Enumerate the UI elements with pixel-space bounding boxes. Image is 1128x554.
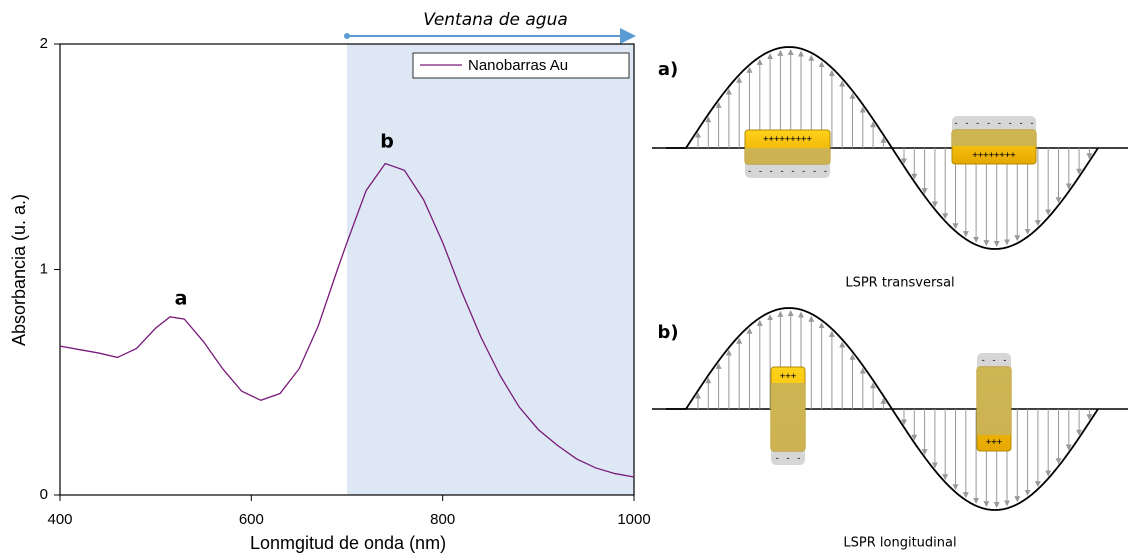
y-tick-label: 2 bbox=[40, 35, 48, 52]
field-wave bbox=[666, 46, 1099, 250]
nanorod-shade bbox=[952, 130, 1036, 146]
panel-label: b) bbox=[657, 322, 678, 343]
water-window bbox=[347, 44, 634, 495]
charge-top: - - - bbox=[980, 356, 1007, 366]
charge-bottom: +++ bbox=[986, 438, 1003, 448]
charge-top: +++ bbox=[780, 372, 797, 382]
charge-top: +++++++++ bbox=[763, 135, 812, 145]
x-tick-label: 600 bbox=[239, 511, 264, 528]
nanorod-shade bbox=[771, 383, 805, 451]
spectrum-chart: Ventana de agua 400 600 800 1000 0 1 2 Lonmgitud… bbox=[9, 10, 651, 553]
charge-bottom: ++++++++ bbox=[972, 151, 1016, 161]
x-tick-label: 800 bbox=[430, 511, 455, 528]
nanorod-shade bbox=[745, 148, 830, 164]
window-arrow-start bbox=[344, 33, 350, 39]
charge-bottom: - - - - - - - - bbox=[747, 167, 828, 177]
field-wave bbox=[666, 307, 1099, 511]
y-tick-label: 0 bbox=[40, 486, 48, 503]
panel-caption: LSPR transversal bbox=[845, 276, 954, 291]
legend-box bbox=[412, 52, 630, 79]
nanorod-shade bbox=[977, 367, 1011, 435]
charge-bottom: - - - bbox=[774, 454, 801, 464]
window-label: Ventana de agua bbox=[423, 10, 568, 30]
panel-label: a) bbox=[658, 59, 678, 80]
y-tick-label: 1 bbox=[40, 260, 48, 277]
x-tick-label: 400 bbox=[47, 511, 72, 528]
x-axis-title: Lonmgitud de onda (nm) bbox=[250, 533, 446, 553]
spectrum-line bbox=[59, 162, 635, 478]
legend-label: Nanobarras Au bbox=[468, 57, 568, 74]
y-axis-title: Absorbancia (u. a.) bbox=[9, 194, 29, 346]
lspr-diagram: a) LSPR transversal +++++++++ - - - - - - -… bbox=[652, 46, 1128, 551]
panel-caption: LSPR longitudinal bbox=[843, 536, 956, 551]
x-tick-label: 1000 bbox=[617, 511, 650, 528]
peak-annotation: a bbox=[175, 288, 188, 310]
peak-annotation: b bbox=[380, 131, 394, 153]
charge-top: - - - - - - - - bbox=[953, 119, 1034, 129]
